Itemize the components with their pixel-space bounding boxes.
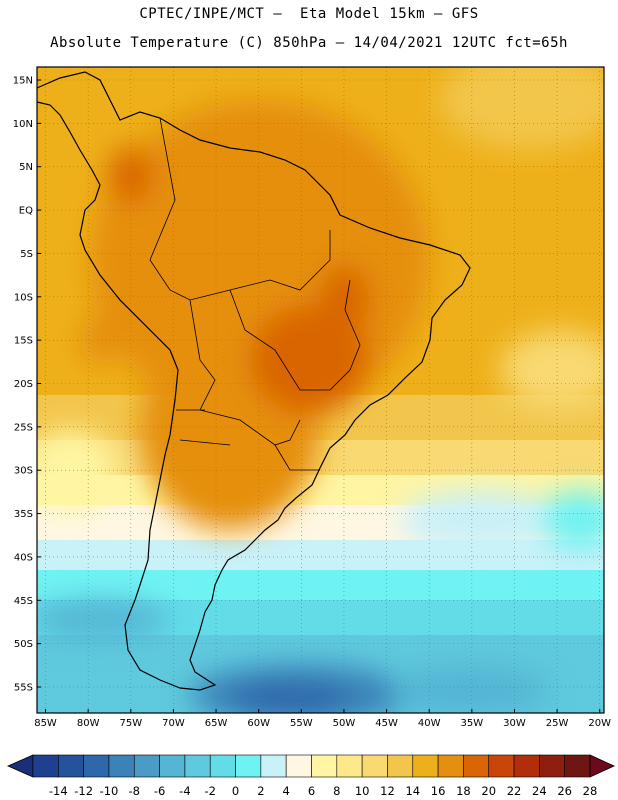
lon-tick-label: 35W (461, 718, 484, 729)
lon-tick-label: 20W (588, 718, 611, 729)
colorbar-tick-label: -12 (74, 784, 93, 798)
colorbar-swatch (159, 754, 186, 778)
colorbar-swatch (437, 754, 464, 778)
colorbar-tick-label: 4 (283, 784, 290, 798)
lon-tick-label: 40W (418, 718, 441, 729)
lat-lon-grid (37, 67, 604, 713)
lon-tick-label: 80W (77, 718, 100, 729)
colorbar-swatch (488, 754, 515, 778)
colorbar-swatch (184, 754, 211, 778)
colorbar-tick-label: 8 (333, 784, 340, 798)
lon-tick-label: 75W (119, 718, 142, 729)
colorbar-over-arrow (589, 754, 615, 778)
colorbar-swatch (58, 754, 84, 778)
lon-tick-label: 70W (162, 718, 185, 729)
lat-tick-label: 5S (20, 249, 33, 260)
colorbar-tick-label: 28 (583, 784, 598, 798)
colorbar-tick-label: -4 (179, 784, 190, 798)
colorbar-swatch (209, 754, 236, 778)
lat-tick-label: 15N (13, 76, 33, 87)
colorbar-swatch (412, 754, 439, 778)
colorbar-swatch (564, 754, 591, 778)
colorbar-swatch (387, 754, 414, 778)
temperature-field (37, 67, 604, 713)
colorbar-tick-label: 10 (355, 784, 370, 798)
colorbar-swatch (235, 754, 262, 778)
colorbar-tick-label: -8 (129, 784, 140, 798)
colorbar-tick-label: 12 (380, 784, 395, 798)
colorbar-swatch (32, 754, 59, 778)
lon-tick-label: 30W (503, 718, 526, 729)
colorbar-swatch (260, 754, 287, 778)
lat-tick-label: 30S (14, 466, 33, 477)
lon-tick-label: 25W (546, 718, 569, 729)
colorbar-swatch (336, 754, 363, 778)
colorbar-tick-label: -2 (204, 784, 215, 798)
colorbar-tick-label: 16 (431, 784, 446, 798)
lat-tick-label: 25S (14, 422, 33, 433)
plot-frame (36, 66, 605, 714)
lat-tick-label: 20S (14, 379, 33, 390)
title-line-1: CPTEC/INPE/MCT – Eta Model 15km – GFS (139, 6, 479, 22)
colorbar-labels: -14 -12 -10 -8 -6 -4 -2 0 2 4 6 8 10 12 14 16 18 20 22 24 26… (49, 784, 597, 798)
lon-tick-label: 45W (375, 718, 398, 729)
colorbar (7, 754, 615, 778)
lat-tick-label: 15S (14, 336, 33, 347)
lat-tick-label: 10N (13, 119, 33, 130)
lon-tick-label: 50W (333, 718, 356, 729)
colorbar-swatch (311, 754, 338, 778)
longitude-labels: 85W 80W 75W 70W 65W 60W 55W 50W 45W 40W 35W 30W 25W 2… (34, 709, 611, 729)
lat-tick-label: 10S (14, 292, 33, 303)
colorbar-tick-label: 24 (532, 784, 547, 798)
lat-tick-label: 40S (14, 552, 33, 563)
title-line-2: Absolute Temperature (C) 850hPa – 14/04/… (50, 35, 568, 51)
lat-tick-label: EQ (19, 206, 33, 217)
colorbar-swatch (463, 754, 490, 778)
colorbar-tick-label: 6 (308, 784, 315, 798)
lat-tick-label: 35S (14, 509, 33, 520)
colorbar-swatch (108, 754, 135, 778)
colorbar-swatch (539, 754, 565, 778)
colorbar-tick-label: 14 (405, 784, 420, 798)
colorbar-swatch (361, 754, 388, 778)
lon-tick-label: 55W (290, 718, 313, 729)
colorbar-tick-label: 18 (456, 784, 471, 798)
colorbar-tick-label: 20 (481, 784, 496, 798)
colorbar-tick-label: 22 (507, 784, 522, 798)
lat-tick-label: 5N (19, 162, 33, 173)
colorbar-swatch (513, 754, 540, 778)
lat-tick-label: 45S (14, 596, 33, 607)
lon-tick-label: 85W (34, 718, 57, 729)
colorbar-tick-label: -14 (49, 784, 68, 798)
colorbar-swatch (133, 754, 160, 778)
lat-tick-label: 50S (14, 639, 33, 650)
lat-tick-label: 55S (14, 682, 33, 693)
latitude-labels: 15N 10N 5N EQ 5S 10S 15S 20S 25S 30S 35S 40S 45S 50S 5… (13, 76, 41, 693)
colorbar-tick-label: -6 (154, 784, 165, 798)
colorbar-tick-label: 2 (257, 784, 264, 798)
colorbar-under-arrow (7, 754, 34, 778)
colorbar-tick-label: 26 (557, 784, 572, 798)
lon-tick-label: 60W (247, 718, 270, 729)
colorbar-tick-label: 0 (232, 784, 239, 798)
colorbar-tick-label: -10 (100, 784, 119, 798)
lon-tick-label: 65W (205, 718, 228, 729)
colorbar-swatch (285, 754, 312, 778)
colorbar-swatch (83, 754, 110, 778)
south-america-coastline (36, 71, 471, 691)
country-borders (149, 117, 361, 471)
